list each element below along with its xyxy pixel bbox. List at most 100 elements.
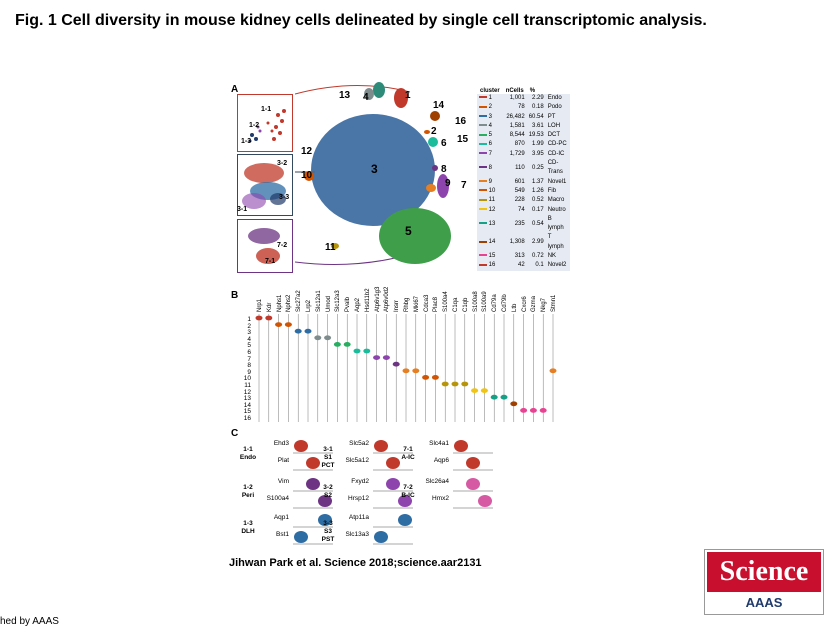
gene-label: Pvalb xyxy=(345,296,352,312)
cluster-label-9: 9 xyxy=(445,178,451,189)
table-row: 6 870 1.99 CD-PC xyxy=(477,140,570,149)
table-row: 11 228 0.52 Macro xyxy=(477,196,570,205)
inset-cluster-1 xyxy=(237,94,293,152)
aaas-wordmark: AAAS xyxy=(745,595,783,610)
cluster-label-2: 2 xyxy=(431,126,437,137)
gene-label: S100a9 xyxy=(482,291,489,312)
cluster-row-label: 10 xyxy=(243,375,251,383)
cluster-cell: 9 xyxy=(477,178,503,187)
celltype-cell: Neutro xyxy=(547,206,566,213)
cluster-cell: 12 xyxy=(477,206,503,215)
violin-mark xyxy=(539,408,547,413)
gene-label: Insrr xyxy=(394,300,401,312)
table-row: 1 1,001 2.29 Endo xyxy=(477,94,570,103)
panel-c-violin xyxy=(453,457,493,471)
panel-c-violin xyxy=(293,457,333,471)
cluster-label-7: 7 xyxy=(461,180,467,191)
violin-shape xyxy=(398,495,412,507)
violin-shape xyxy=(294,440,308,452)
cluster-row-label: 16 xyxy=(243,415,251,422)
cluster-row-label: 11 xyxy=(244,382,251,389)
cluster-row-label: 7 xyxy=(247,355,251,363)
gene-label: Aqp2 xyxy=(355,297,361,312)
ncells-cell: 549 xyxy=(514,187,525,194)
violin-shape xyxy=(306,478,320,490)
ncells-cell: 1,729 xyxy=(509,150,525,157)
violin-mark xyxy=(363,348,371,354)
gene-label: Nphs2 xyxy=(286,294,293,312)
gene-label: Nkg7 xyxy=(541,297,548,312)
table-row: 7 1,729 3.95 CD-IC xyxy=(477,150,570,159)
panel-c-gene-label: Slc5a2 xyxy=(349,440,369,447)
violin-mark xyxy=(294,328,302,334)
violin-mark xyxy=(431,375,439,380)
ncells-cell: 1,001 xyxy=(509,95,525,101)
celltype-cell: Podo xyxy=(547,104,562,111)
panel-c-gene-label: Slc4a1 xyxy=(429,440,449,447)
violin-mark xyxy=(265,315,273,321)
celltype-cell: CD-IC xyxy=(547,150,565,157)
violin-shape xyxy=(318,495,332,507)
violin-mark xyxy=(549,368,557,374)
gene-label: Gzma xyxy=(531,295,538,312)
percent-cell: 3.95 xyxy=(532,150,544,157)
panel-c-gene-label: Ehd3 xyxy=(273,440,289,447)
gene-label: Kdr xyxy=(266,302,273,312)
cluster-row-label: 12 xyxy=(243,388,251,396)
gene-label: Mki67 xyxy=(413,295,420,312)
cluster-cell: 6 xyxy=(477,140,503,149)
panel-b-label: B xyxy=(231,290,239,301)
celltype-cell: LOH xyxy=(547,122,561,129)
ncells-cell: 1,308 xyxy=(509,239,525,246)
table-header-type xyxy=(545,88,570,94)
violin-grid xyxy=(255,314,557,422)
violin-mark xyxy=(510,401,518,407)
inset-cluster-7-plot xyxy=(248,228,280,264)
panel-c-violin xyxy=(453,478,493,492)
violin-shape xyxy=(386,457,400,469)
celltype-cell: CD-PC xyxy=(547,141,567,148)
violin-mark xyxy=(255,315,263,321)
celltype-cell: DCT xyxy=(547,132,561,139)
cluster-label-13: 13 xyxy=(339,90,351,101)
panel-c-gene-label: Vim xyxy=(277,478,289,485)
panel-c-gene-label: Aqp1 xyxy=(273,514,289,521)
cluster-cell: 2 xyxy=(477,103,503,112)
gene-label: Hsd11b2 xyxy=(364,288,371,312)
gene-label: Nrp1 xyxy=(257,298,263,312)
panel-c-group-label: 7-1 A-IC xyxy=(401,446,415,461)
violin-mark xyxy=(412,368,420,374)
violin-mark xyxy=(382,355,390,360)
violin-shape xyxy=(386,478,400,490)
panel-c-violin xyxy=(373,531,413,545)
cluster-table: cluster nCells % 1 1,001 2.29 Endo 2 78 0.18 P… xyxy=(477,88,570,271)
percent-cell: 0.25 xyxy=(532,164,544,171)
table-header-cluster: cluster xyxy=(477,88,503,94)
cluster-cell: 5 xyxy=(477,131,503,140)
gene-label: Atp6v1g3 xyxy=(374,286,381,312)
table-header-ncells: nCells xyxy=(502,88,527,94)
ncells-cell: 870 xyxy=(514,141,525,148)
violin-mark xyxy=(275,322,283,327)
table-row: 12 74 0.17 Neutro xyxy=(477,206,570,215)
inset-cluster-7 xyxy=(237,219,293,273)
panel-c-violin xyxy=(453,440,493,454)
gene-label: Cd79b xyxy=(502,294,508,312)
percent-cell: 0.54 xyxy=(532,220,544,227)
percent-cell: 2.99 xyxy=(532,239,544,246)
panel-c-gene-label: S100a4 xyxy=(266,495,289,502)
gene-label: Stmn1 xyxy=(551,294,557,312)
ncells-cell: 601 xyxy=(514,178,525,185)
violin-shape xyxy=(466,457,480,469)
cluster-row-label: 3 xyxy=(247,329,251,337)
cluster-label-11: 11 xyxy=(325,242,336,253)
celltype-cell: B lymph xyxy=(547,215,564,232)
cluster-label-12: 12 xyxy=(301,146,313,157)
ncells-cell: 42 xyxy=(518,262,525,269)
panel-c-gene-label: Bst1 xyxy=(275,531,289,538)
cluster-cell: 10 xyxy=(477,187,503,196)
science-logo: Science AAAS xyxy=(704,549,824,615)
cluster-row-label: 15 xyxy=(243,408,251,416)
cluster-cell: 16 xyxy=(477,261,503,270)
cluster-label-6: 6 xyxy=(441,138,447,149)
